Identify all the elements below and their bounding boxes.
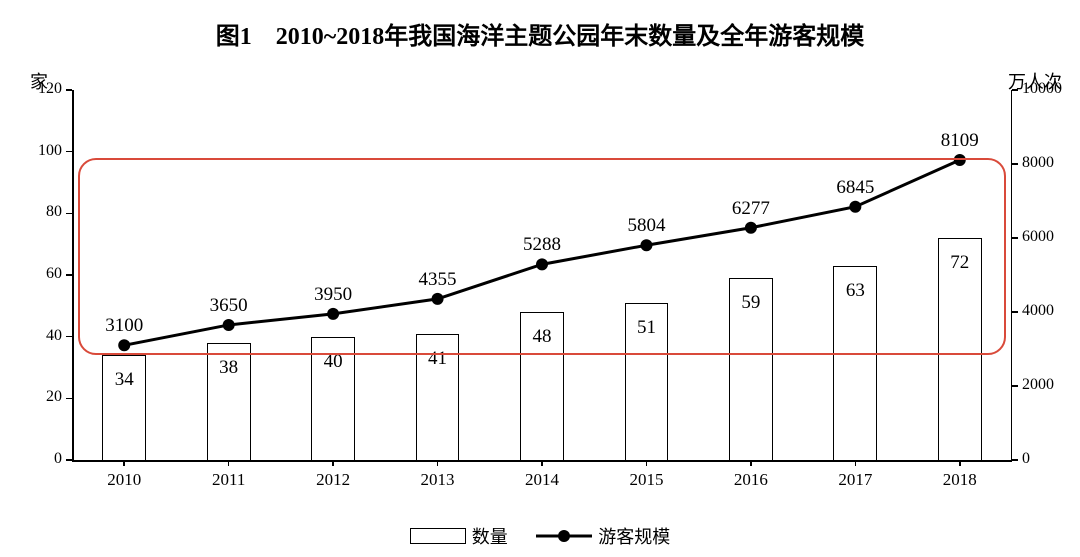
y-right-tick-label: 6000 [1022, 228, 1072, 246]
legend: 数量 游客规模 [0, 523, 1080, 549]
y-right-tick-mark [1012, 163, 1018, 165]
bar-value-label: 38 [204, 357, 254, 379]
y-left-tick-label: 100 [22, 142, 62, 160]
bar-value-label: 41 [413, 348, 463, 370]
legend-item-line: 游客规模 [536, 523, 670, 549]
line-value-label: 6277 [721, 198, 781, 220]
legend-swatch-line [536, 528, 592, 544]
y-left-tick-label: 20 [22, 388, 62, 406]
y-left-tick-mark [66, 459, 72, 461]
x-tick-label: 2015 [616, 470, 676, 490]
y-right-tick-label: 2000 [1022, 376, 1072, 394]
legend-label-bars: 数量 [472, 523, 508, 549]
bar-value-label: 51 [621, 317, 671, 339]
x-tick-label: 2011 [199, 470, 259, 490]
y-left-tick-label: 120 [22, 80, 62, 98]
y-left-tick-mark [66, 89, 72, 91]
line-value-label: 5804 [616, 215, 676, 237]
x-tick-label: 2013 [408, 470, 468, 490]
y-left-tick-mark [66, 336, 72, 338]
x-tick-mark [750, 460, 752, 466]
y-right-axis [1011, 90, 1013, 460]
plot-area: 0204060801001200200040006000800010000201… [72, 90, 1012, 460]
y-right-tick-mark [1012, 459, 1018, 461]
x-tick-mark [123, 460, 125, 466]
y-right-tick-mark [1012, 311, 1018, 313]
x-tick-mark [855, 460, 857, 466]
line-value-label: 5288 [512, 234, 572, 256]
x-tick-label: 2016 [721, 470, 781, 490]
y-right-tick-label: 10000 [1022, 80, 1072, 98]
y-left-tick-mark [66, 274, 72, 276]
x-tick-mark [646, 460, 648, 466]
x-tick-label: 2018 [930, 470, 990, 490]
chart-title: 图1 2010~2018年我国海洋主题公园年末数量及全年游客规模 [0, 16, 1080, 51]
y-left-tick-mark [66, 151, 72, 153]
y-left-tick-label: 80 [22, 203, 62, 221]
x-tick-mark [541, 460, 543, 466]
x-tick-label: 2012 [303, 470, 363, 490]
bar-value-label: 72 [935, 252, 985, 274]
line-value-label: 3950 [303, 284, 363, 306]
x-tick-label: 2017 [825, 470, 885, 490]
legend-item-bars: 数量 [410, 523, 508, 549]
y-right-tick-mark [1012, 237, 1018, 239]
y-left-tick-mark [66, 398, 72, 400]
legend-label-line: 游客规模 [598, 523, 670, 549]
y-right-tick-label: 0 [1022, 450, 1072, 468]
line-value-label: 4355 [408, 269, 468, 291]
x-tick-label: 2010 [94, 470, 154, 490]
line-value-label: 3650 [199, 295, 259, 317]
y-left-tick-label: 40 [22, 327, 62, 345]
y-right-tick-label: 4000 [1022, 302, 1072, 320]
legend-swatch-box [410, 528, 466, 544]
x-tick-mark [959, 460, 961, 466]
bar-value-label: 59 [726, 292, 776, 314]
x-tick-mark [332, 460, 334, 466]
bar-value-label: 40 [308, 351, 358, 373]
y-left-axis [72, 90, 74, 460]
bar-value-label: 34 [99, 369, 149, 391]
y-right-tick-mark [1012, 89, 1018, 91]
bar-value-label: 63 [830, 280, 880, 302]
line-value-label: 3100 [94, 315, 154, 337]
y-left-tick-label: 60 [22, 265, 62, 283]
x-tick-mark [228, 460, 230, 466]
x-tick-label: 2014 [512, 470, 572, 490]
y-left-tick-label: 0 [22, 450, 62, 468]
chart-container: 图1 2010~2018年我国海洋主题公园年末数量及全年游客规模 家 万人次 0… [0, 0, 1080, 557]
y-right-tick-mark [1012, 385, 1018, 387]
y-left-tick-mark [66, 213, 72, 215]
bar-value-label: 48 [517, 326, 567, 348]
y-right-tick-label: 8000 [1022, 154, 1072, 172]
line-value-label: 8109 [930, 130, 990, 152]
line-value-label: 6845 [825, 177, 885, 199]
x-tick-mark [437, 460, 439, 466]
